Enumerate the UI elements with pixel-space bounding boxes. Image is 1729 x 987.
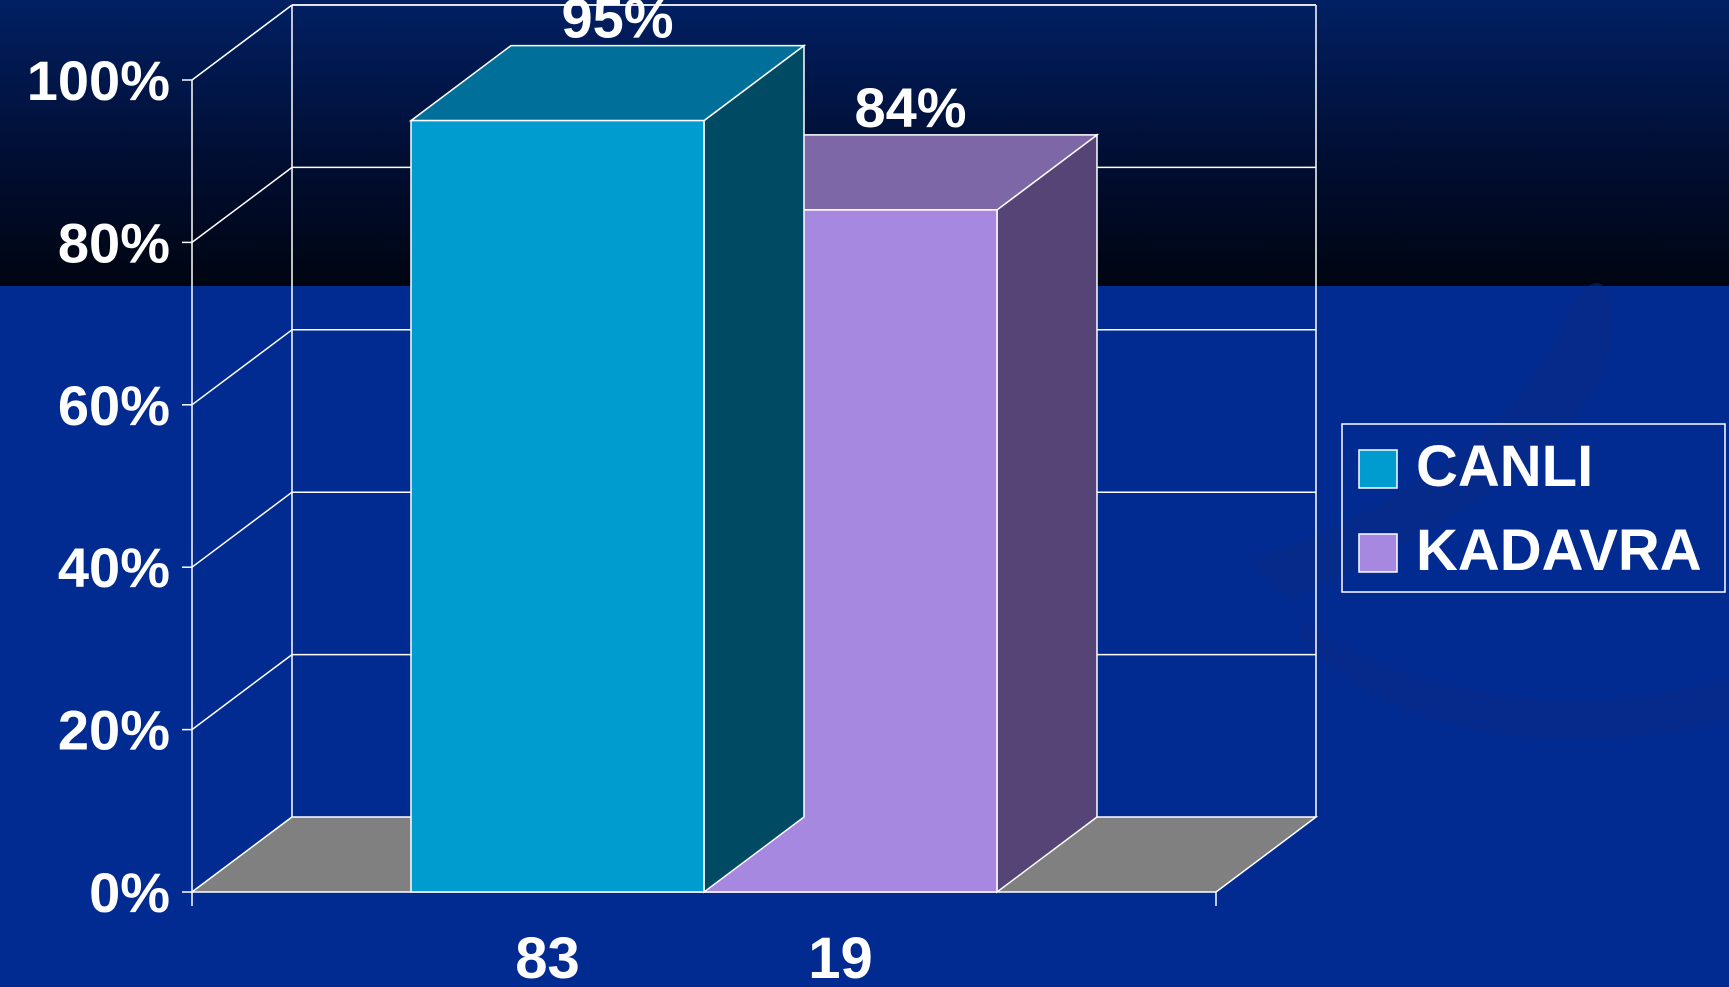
data-label: 84%: [854, 76, 966, 139]
side-wall-gridline: [191, 491, 293, 568]
bars: [408, 44, 1100, 894]
legend-label: CANLI: [1416, 434, 1593, 499]
category-label: 83: [515, 926, 580, 987]
legend-swatch-kadavra: [1358, 533, 1398, 573]
bar-side-canli: [703, 44, 805, 894]
category-label: 19: [808, 926, 873, 987]
y-tick-label: 100%: [27, 49, 170, 112]
legend-swatch-canli: [1358, 449, 1398, 489]
y-tick-label: 40%: [58, 536, 170, 599]
data-label: 95%: [561, 0, 673, 50]
y-axis: 0% 20% 40% 60% 80% 100%: [27, 49, 1217, 924]
side-wall-gridline: [191, 653, 293, 731]
y-tick-label: 80%: [58, 211, 170, 274]
y-tick-label: 60%: [58, 374, 170, 437]
legend-label: KADAVRA: [1416, 518, 1702, 583]
bar-side-kadavra: [996, 133, 1098, 894]
background-swoosh-2: [1300, 620, 1729, 740]
side-wall-gridline: [191, 329, 293, 406]
bar-canli: [410, 119, 705, 893]
y-tick-label: 0%: [89, 861, 170, 924]
legend: CANLI KADAVRA: [1341, 423, 1726, 593]
side-wall-gridline: [191, 4, 293, 81]
y-tick-label: 20%: [58, 699, 170, 762]
side-wall-gridline: [191, 166, 293, 243]
labels: 84% 19 95% 83: [515, 0, 966, 987]
background-swoosh: [1250, 283, 1614, 600]
legend-box: [1341, 423, 1726, 593]
